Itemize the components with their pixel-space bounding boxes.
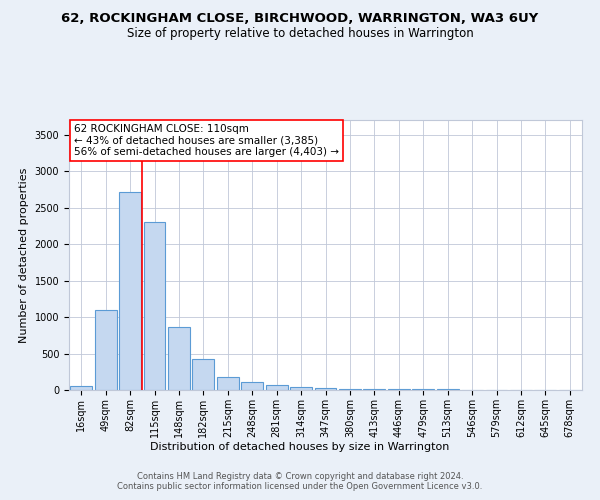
Bar xyxy=(339,388,361,390)
Bar xyxy=(217,376,239,390)
Text: 62 ROCKINGHAM CLOSE: 110sqm
← 43% of detached houses are smaller (3,385)
56% of : 62 ROCKINGHAM CLOSE: 110sqm ← 43% of det… xyxy=(74,124,339,157)
Text: Contains HM Land Registry data © Crown copyright and database right 2024.: Contains HM Land Registry data © Crown c… xyxy=(137,472,463,481)
Bar xyxy=(70,386,92,390)
Bar xyxy=(143,222,166,390)
Bar xyxy=(168,326,190,390)
Y-axis label: Number of detached properties: Number of detached properties xyxy=(19,168,29,342)
Bar xyxy=(290,386,312,390)
Bar xyxy=(388,388,410,390)
Bar xyxy=(314,388,337,390)
Bar xyxy=(95,310,116,390)
Bar xyxy=(241,382,263,390)
Text: Size of property relative to detached houses in Warrington: Size of property relative to detached ho… xyxy=(127,28,473,40)
Bar xyxy=(266,386,287,390)
Text: 62, ROCKINGHAM CLOSE, BIRCHWOOD, WARRINGTON, WA3 6UY: 62, ROCKINGHAM CLOSE, BIRCHWOOD, WARRING… xyxy=(61,12,539,26)
Text: Distribution of detached houses by size in Warrington: Distribution of detached houses by size … xyxy=(151,442,449,452)
Bar xyxy=(119,192,141,390)
Bar xyxy=(364,388,385,390)
Bar xyxy=(193,359,214,390)
Text: Contains public sector information licensed under the Open Government Licence v3: Contains public sector information licen… xyxy=(118,482,482,491)
